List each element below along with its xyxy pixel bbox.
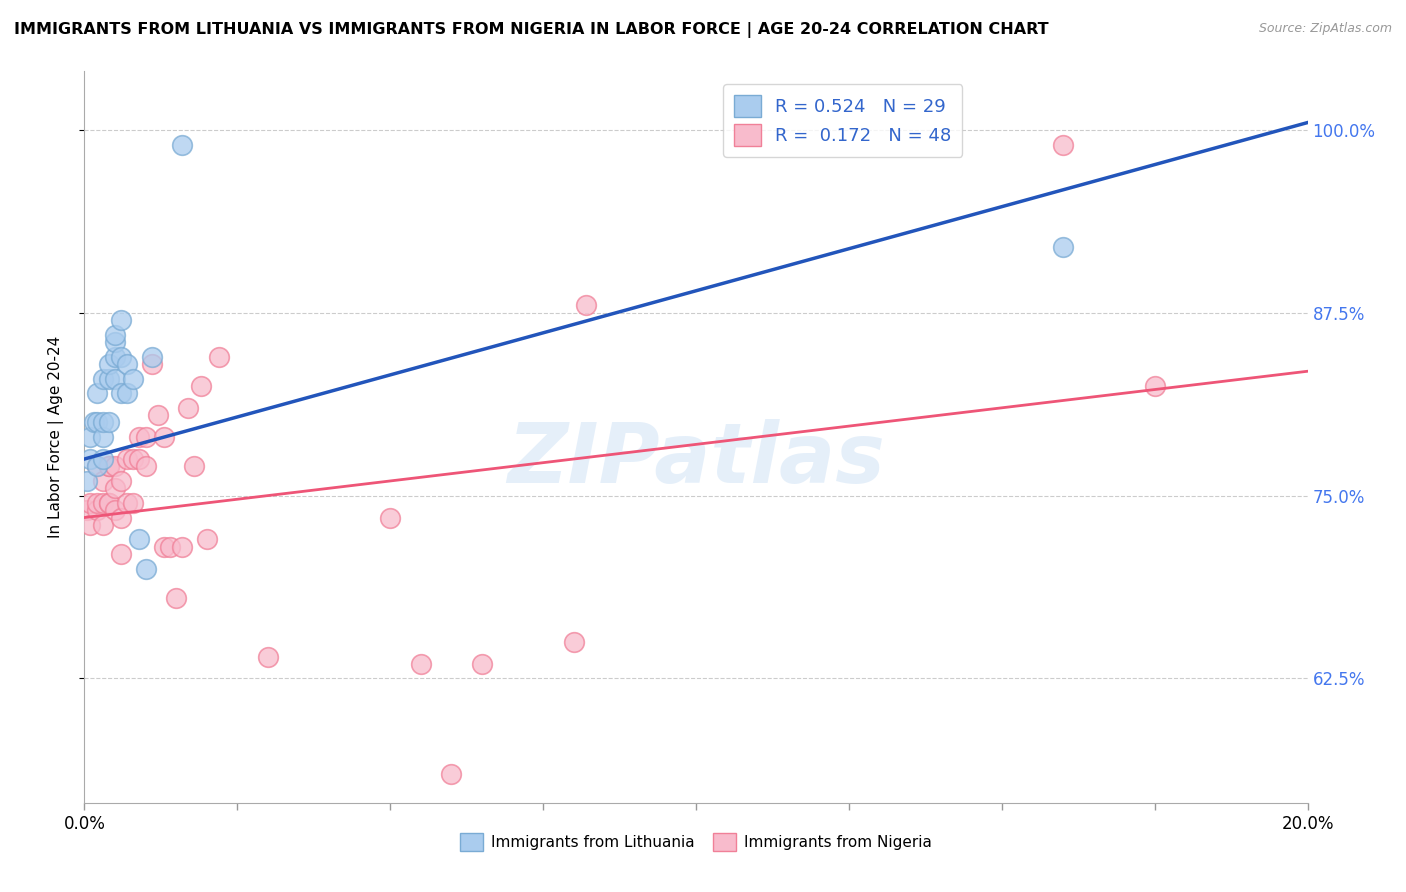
Point [76,503,98,517]
Point [79,430,101,444]
Point [110,474,132,488]
Point [91,430,114,444]
Point [97,357,120,371]
Text: IMMIGRANTS FROM LITHUANIA VS IMMIGRANTS FROM NIGERIA IN LABOR FORCE | AGE 20-24 : IMMIGRANTS FROM LITHUANIA VS IMMIGRANTS … [14,22,1049,38]
Point [153,540,176,554]
Point [86,503,108,517]
Point [172,540,194,554]
Point [104,459,127,474]
Point [110,547,132,561]
Point [1143,379,1166,393]
Point [83,416,105,430]
Point [135,459,157,474]
Point [91,474,114,488]
Y-axis label: In Labor Force | Age 20-24: In Labor Force | Age 20-24 [48,336,63,538]
Point [76,474,98,488]
Point [97,459,120,474]
Point [141,350,163,364]
Point [141,357,163,371]
Point [97,496,120,510]
Point [79,452,101,467]
Point [110,313,132,327]
Point [97,459,120,474]
Point [440,766,463,780]
Point [115,496,138,510]
Point [86,459,108,474]
Point [86,416,108,430]
Point [257,649,280,664]
Point [177,401,200,415]
Point [79,517,101,532]
Point [135,430,157,444]
Point [172,137,194,152]
Point [1052,240,1074,254]
Point [135,562,157,576]
Point [104,503,127,517]
Point [97,371,120,385]
Point [190,379,212,393]
Point [122,371,145,385]
Point [97,416,120,430]
Point [104,481,127,495]
Point [471,657,494,671]
Point [183,459,205,474]
Point [86,459,108,474]
Point [575,298,598,312]
Point [86,386,108,401]
Point [165,591,187,605]
Point [208,350,231,364]
Legend: Immigrants from Lithuania, Immigrants from Nigeria: Immigrants from Lithuania, Immigrants fr… [454,827,938,857]
Point [104,350,127,364]
Point [122,496,145,510]
Point [91,371,114,385]
Point [122,452,145,467]
Point [380,510,402,524]
Point [91,416,114,430]
Point [562,635,585,649]
Point [104,327,127,342]
Point [97,496,120,510]
Point [115,452,138,467]
Point [79,496,101,510]
Point [104,371,127,385]
Point [104,334,127,349]
Point [153,430,176,444]
Point [128,533,150,547]
Point [409,657,432,671]
Point [110,386,132,401]
Text: ZIPatlas: ZIPatlas [508,418,884,500]
Point [128,430,150,444]
Point [128,452,150,467]
Point [115,386,138,401]
Point [110,510,132,524]
Point [146,408,169,422]
Point [110,350,132,364]
Point [195,533,218,547]
Point [86,496,108,510]
Point [91,517,114,532]
Point [91,496,114,510]
Point [1052,137,1074,152]
Point [91,452,114,467]
Text: Source: ZipAtlas.com: Source: ZipAtlas.com [1258,22,1392,36]
Point [159,540,181,554]
Point [115,357,138,371]
